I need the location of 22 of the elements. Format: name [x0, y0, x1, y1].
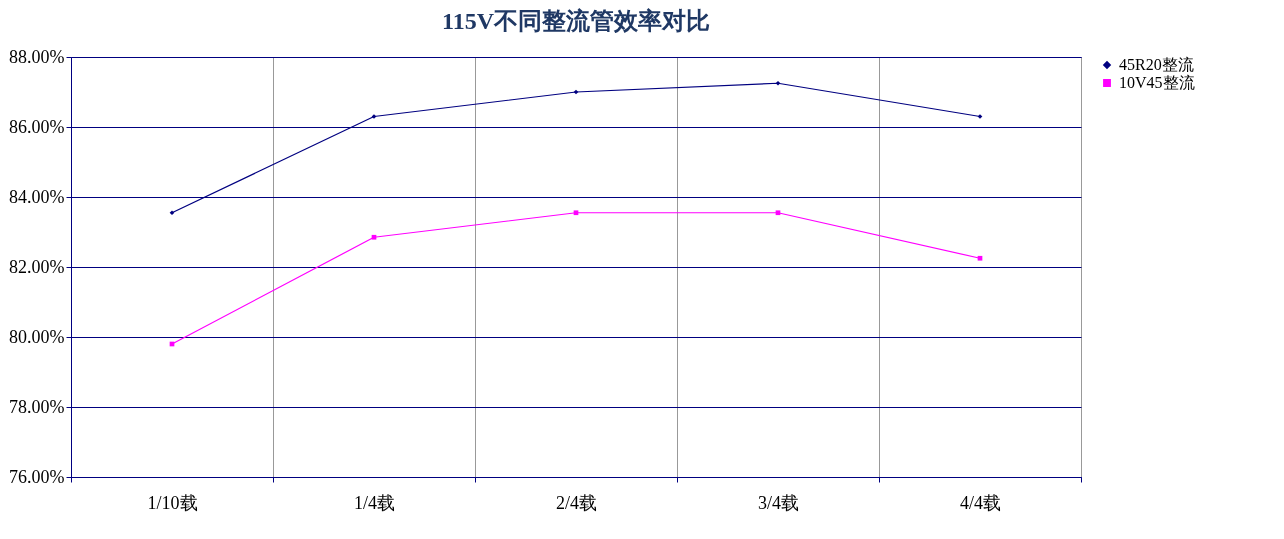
y-tick-label: 82.00% [9, 256, 65, 277]
chart-title: 115V不同整流管效率对比 [441, 8, 711, 34]
y-tick-label: 80.00% [9, 326, 65, 347]
y-tick-label: 76.00% [9, 466, 65, 487]
y-tick-label: 86.00% [9, 116, 65, 137]
x-tick-label: 4/4载 [959, 492, 1002, 513]
point [977, 255, 983, 261]
x-tick-label: 1/4载 [353, 492, 396, 513]
x-tick-label: 1/10载 [147, 492, 198, 513]
point [775, 210, 781, 216]
point [371, 234, 377, 240]
point [573, 89, 579, 95]
point [775, 80, 781, 86]
legend-label: 10V45整流 [1119, 74, 1195, 91]
point [573, 210, 579, 216]
x-tick-label: 3/4载 [757, 492, 800, 513]
y-tick-label: 88.00% [9, 46, 65, 67]
x-tick-label: 2/4载 [555, 492, 598, 513]
point [169, 210, 175, 216]
legend-label: 45R20整流 [1119, 56, 1194, 73]
y-tick-label: 84.00% [9, 186, 65, 207]
y-tick-label: 78.00% [9, 396, 65, 417]
